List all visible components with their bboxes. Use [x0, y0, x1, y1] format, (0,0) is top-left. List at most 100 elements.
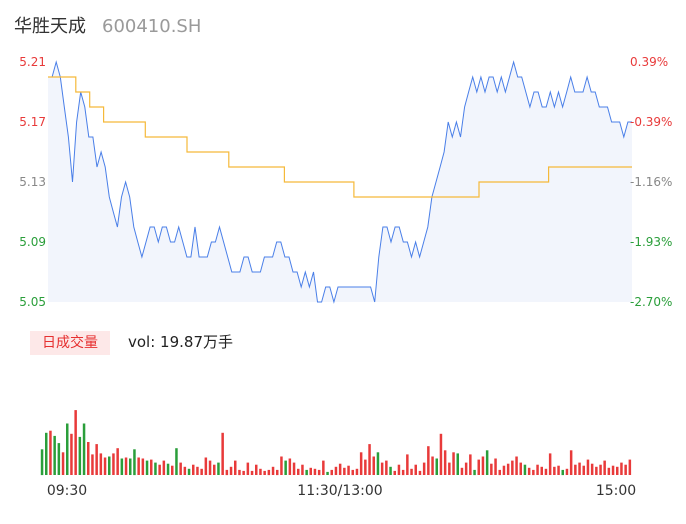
volume-bar	[229, 466, 233, 475]
volume-bar	[108, 456, 111, 475]
volume-bar	[393, 470, 396, 475]
volume-bar	[284, 460, 287, 475]
volume-bar	[490, 463, 493, 475]
volume-bar	[569, 450, 573, 475]
pct-tick-label: -2.70%	[630, 295, 672, 309]
volume-bar	[330, 469, 333, 476]
volume-bar	[103, 457, 107, 475]
volume-bar	[481, 456, 485, 475]
volume-bar	[87, 442, 90, 475]
volume-bar	[519, 462, 522, 475]
volume-bar	[359, 452, 363, 475]
volume-bar	[78, 436, 82, 475]
volume-bar	[380, 462, 384, 475]
volume-bar	[187, 468, 191, 475]
volume-bar	[288, 458, 292, 475]
pct-tick-label: 0.39%	[630, 55, 668, 69]
volume-bar	[280, 456, 283, 475]
volume-bar	[540, 466, 543, 475]
volume-bar	[120, 458, 124, 475]
volume-bar	[196, 466, 199, 475]
volume-bar	[171, 465, 174, 475]
volume-bar	[443, 450, 447, 475]
volume-bar	[431, 456, 434, 475]
volume-bar	[364, 459, 367, 475]
volume-bar	[292, 462, 296, 475]
volume-bar	[586, 459, 590, 475]
volume-bar	[326, 471, 329, 475]
volume-bar	[523, 464, 527, 475]
volume-bar	[305, 469, 308, 476]
volume-bar	[347, 465, 350, 475]
avg-price-line	[48, 76, 632, 198]
volume-bar	[511, 460, 514, 475]
time-axis-label: 15:00	[596, 483, 636, 499]
volume-value: vol: 19.87万手	[128, 333, 233, 351]
volume-bar	[267, 469, 271, 476]
volume-bar	[410, 468, 413, 475]
volume-bar	[460, 467, 464, 475]
price-tick-label: 5.21	[19, 55, 46, 69]
price-tick-label: 5.13	[19, 175, 46, 189]
volume-bar	[418, 470, 422, 475]
volume-bar	[309, 467, 312, 475]
volume-bar	[532, 469, 535, 476]
volume-bar	[406, 454, 409, 475]
volume-bar	[175, 448, 178, 475]
volume-bar	[469, 454, 472, 475]
volume-bar	[263, 470, 266, 475]
volume-bar	[61, 452, 65, 475]
volume-bar	[276, 469, 279, 476]
price-line	[48, 60, 632, 304]
volume-bar	[166, 463, 170, 475]
volume-bar	[297, 468, 300, 475]
volume-bar	[162, 460, 166, 475]
volume-tag[interactable]: 日成交量	[30, 331, 110, 355]
volume-bar	[343, 467, 346, 475]
volume-bar	[158, 464, 161, 475]
volume-bar	[250, 470, 254, 475]
volume-bar	[208, 460, 212, 475]
volume-bar	[439, 433, 443, 475]
volume-bar	[351, 469, 354, 476]
price-tick-label: 5.05	[19, 295, 46, 309]
pct-tick-label: -1.16%	[630, 175, 672, 189]
volume-bar	[124, 457, 128, 475]
volume-bar	[53, 435, 56, 475]
time-axis-label: 09:30	[47, 483, 87, 499]
volume-bar	[574, 464, 577, 475]
pct-tick-label: -1.93%	[630, 235, 672, 249]
volume-bar	[515, 456, 518, 475]
volume-bar	[473, 469, 476, 476]
volume-bar	[557, 465, 560, 475]
volume-bar	[70, 433, 73, 475]
volume-bar	[536, 464, 539, 475]
volume-bar	[129, 458, 132, 475]
volume-bar	[590, 463, 594, 475]
volume-bar	[45, 432, 48, 475]
stock-name: 华胜天成	[14, 16, 86, 37]
volume-bar	[582, 465, 585, 475]
volume-bar	[368, 444, 371, 475]
volume-bar	[578, 462, 581, 475]
volume-bar	[334, 466, 338, 475]
price-tick-label: 5.17	[19, 115, 46, 129]
volume-bar	[603, 460, 606, 475]
volume-bar	[397, 464, 401, 475]
volume-bar	[179, 462, 182, 475]
volume-bar	[561, 469, 564, 476]
volume-bar	[477, 459, 480, 475]
volume-bar	[548, 453, 552, 475]
volume-bar	[259, 468, 262, 475]
volume-bar	[213, 464, 216, 475]
volume-bar	[494, 458, 497, 475]
volume-bar	[376, 452, 380, 475]
volume-bar	[313, 468, 317, 475]
volume-bar	[389, 466, 392, 475]
volume-bar	[464, 462, 468, 475]
volume-bar	[372, 456, 375, 475]
volume-bar	[456, 453, 459, 475]
volume-bar	[595, 466, 598, 475]
volume-bar	[322, 460, 325, 475]
